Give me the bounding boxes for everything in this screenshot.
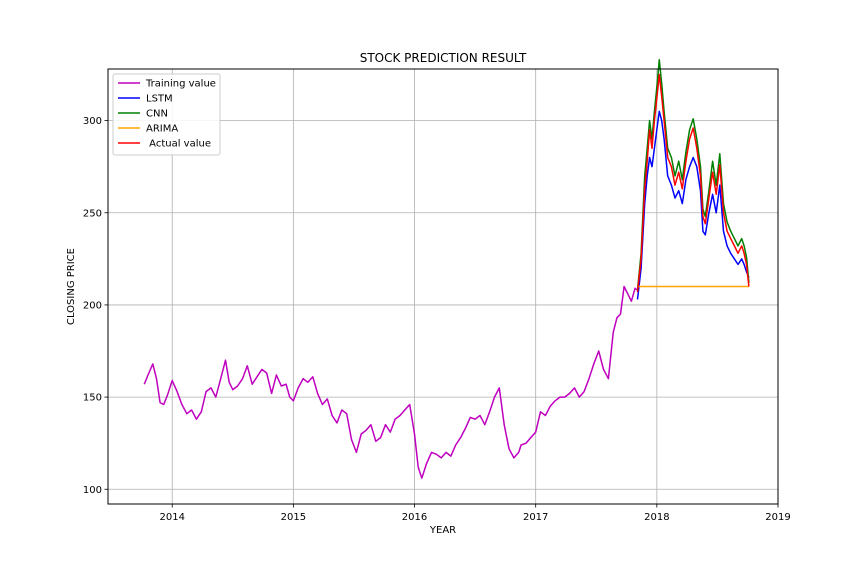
- y-tick-label: 100: [83, 485, 102, 496]
- axis-ticks: 2014 2015 2016 2017 2018 2019 100 150 200 250 300: [83, 116, 791, 523]
- y-tick-label: 150: [83, 393, 102, 404]
- legend-entry-label: ARIMA: [146, 124, 178, 135]
- series-line-training-value: [143, 285, 638, 479]
- x-tick-label: 2017: [523, 512, 548, 523]
- legend-entry-label: Actual value: [146, 139, 211, 150]
- legend-box: [112, 73, 221, 156]
- series-line-cnn: [636, 59, 750, 291]
- legend: Training value LSTM CNN ARIMA Actual value: [112, 73, 221, 156]
- x-tick-label: 2014: [159, 512, 184, 523]
- x-tick-label: 2016: [402, 512, 427, 523]
- chart-title: STOCK PREDICTION RESULT: [360, 51, 527, 65]
- series-line-lstm: [636, 110, 750, 300]
- y-tick-label: 250: [83, 208, 102, 219]
- x-tick-label: 2015: [281, 512, 306, 523]
- y-axis-label: CLOSING PRICE: [66, 248, 77, 325]
- series-line-actual-value: [636, 73, 750, 293]
- legend-entry-label: CNN: [146, 109, 168, 120]
- y-tick-label: 200: [83, 300, 102, 311]
- legend-entry-label: Training value: [145, 79, 216, 90]
- x-tick-label: 2019: [765, 512, 790, 523]
- x-tick-label: 2018: [644, 512, 669, 523]
- y-tick-label: 300: [83, 116, 102, 127]
- legend-entry-label: LSTM: [146, 94, 173, 105]
- plot-area-frame: [107, 68, 779, 505]
- x-axis-label: YEAR: [429, 525, 456, 536]
- series-layer: [143, 59, 750, 479]
